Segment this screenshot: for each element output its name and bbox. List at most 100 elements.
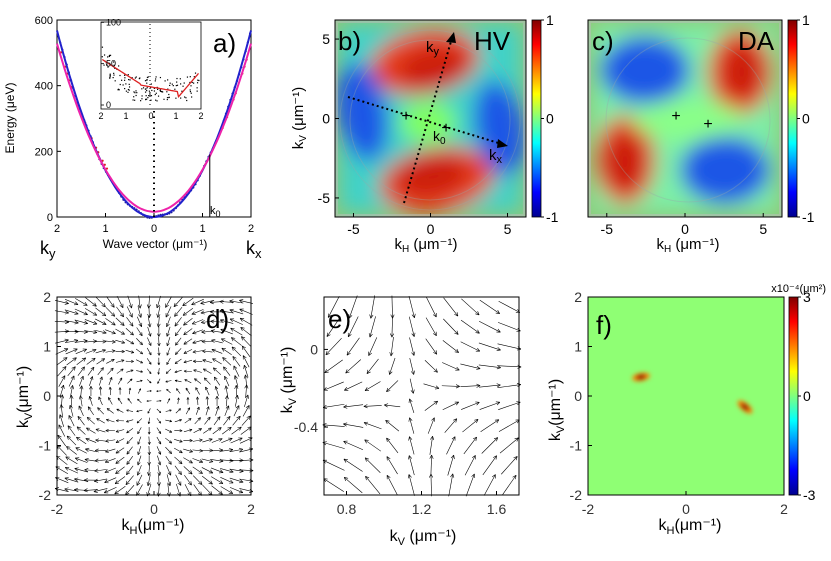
panel-a-inset-point	[127, 92, 128, 93]
panel-a-ylabel: Energy (μeV)	[3, 83, 17, 154]
panel-a-xtick-label: 2	[54, 223, 60, 235]
panel-a-inset-point	[151, 90, 152, 91]
panel-a-inset: 2 1 0 1 2050100	[98, 17, 203, 121]
panel-b-cbar-tick-label: 1	[546, 12, 554, 28]
panel-a-inset-point	[176, 85, 177, 86]
panel-a-inset-point	[147, 87, 148, 88]
panel-a-inset-point	[109, 56, 110, 57]
panel-d-ytick-label: 2	[43, 289, 51, 305]
panel-a-xlabel: Wave vector (μm⁻¹)	[103, 237, 208, 251]
panel-a-inset-point	[167, 79, 168, 80]
panel-f-xlabel: kH(μm⁻¹)	[659, 517, 722, 537]
panel-a-inset-point	[141, 88, 142, 89]
panel-a-inset-point	[124, 75, 125, 76]
panel-a-inset-point	[169, 97, 170, 98]
panel-b-xtick-label: -5	[347, 221, 360, 237]
panel-f: -2 0 2210-1-2 30-3 x10⁻⁴(μm²) f) kH(μm⁻¹) …	[547, 283, 826, 537]
panel-a-inset-point	[113, 75, 114, 76]
panel-a-inset-point	[190, 85, 191, 86]
panel-a-inset-point	[173, 85, 174, 86]
panel-f-ytick-label: 2	[574, 289, 582, 305]
panel-b-ylabel: kV (μm⁻¹)	[290, 87, 309, 149]
panel-b-ytick-label: 5	[322, 31, 330, 47]
panel-a-inset-point	[182, 86, 183, 87]
panel-a-inset-point	[117, 89, 118, 90]
panel-a-inset-point	[149, 91, 150, 92]
panel-e-ytick-label: -0.4	[294, 419, 318, 435]
panel-a-inset-point	[115, 80, 116, 81]
panel-a-inset-xtick-label: 1	[173, 111, 178, 121]
panel-a-inset-point	[155, 100, 156, 101]
panel-c-plus-1: +	[671, 108, 680, 125]
panel-a-inset-point	[160, 89, 161, 90]
panel-f-xtick-label: -2	[582, 501, 595, 517]
panel-f-cbar-tick-label: -3	[803, 487, 816, 503]
panel-b-title: HV	[474, 26, 511, 56]
panel-a-inset-point	[124, 80, 125, 81]
panel-a-inset-point	[121, 80, 122, 81]
panel-a-inset-point	[145, 99, 146, 100]
panel-a-inset-point	[141, 98, 142, 99]
panel-a-inset-point	[145, 89, 146, 90]
panel-a-inset-point	[136, 92, 137, 93]
panel-a-inset-ytick-label: 100	[106, 17, 121, 27]
panel-a-inset-point	[146, 90, 147, 91]
panel-a-label: a)	[213, 28, 236, 58]
panel-a-inset-point	[109, 77, 110, 78]
panel-c-cbar-tick-label: 0	[802, 111, 810, 127]
panel-a-inset-point	[169, 85, 170, 86]
panel-a-inset-xtick-label: 2	[198, 111, 203, 121]
panel-a-ytick-label: 200	[35, 146, 53, 158]
panel-a-inset-point	[133, 96, 134, 97]
panel-c-xtick-label: -5	[601, 221, 614, 237]
panel-b-xtick-label: 0	[427, 221, 435, 237]
panel-a-ytick-label: 0	[47, 212, 53, 224]
panel-a-inset-point	[197, 91, 198, 92]
panel-a-inset-point	[170, 83, 171, 84]
panel-a-inset-point	[185, 97, 186, 98]
panel-a-inset-point	[113, 73, 114, 74]
panel-a-inset-point	[180, 78, 181, 79]
panel-a-inset-point	[120, 84, 121, 85]
panel-f-ytick-label: -1	[570, 438, 583, 454]
panel-f-ytick-label: 0	[574, 388, 582, 404]
panel-a-inset-point	[150, 100, 151, 101]
panel-a-inset-point	[190, 89, 191, 90]
panel-f-ytick-label: 1	[574, 339, 582, 355]
panel-a-inset-point	[176, 81, 177, 82]
panel-f-heatmap	[588, 297, 784, 495]
panel-a-inset-point	[161, 91, 162, 92]
panel-f-colorbar-ticks: 30-3	[798, 289, 816, 503]
panel-a-inset-point	[191, 93, 192, 94]
panel-a-inset-point	[166, 91, 167, 92]
panel-a-inset-point	[149, 93, 150, 94]
panel-a-inset-point	[158, 96, 159, 97]
panel-a-inset-point	[146, 95, 147, 96]
panel-a-inset-point	[191, 96, 192, 97]
panel-a-inset-point	[165, 80, 166, 81]
panel-d-xtick-label: 2	[247, 501, 255, 517]
panel-a-inset-point	[126, 91, 127, 92]
panel-a-ytick-label: 400	[35, 81, 53, 93]
panel-a-inset-point	[190, 91, 191, 92]
panel-a-inset-point	[195, 73, 196, 74]
panel-d-xtick-label: -2	[51, 501, 64, 517]
figure: 2 1 0 1 20200400600 k0 2 1 0 1 2050100 a) Energy…	[0, 0, 831, 561]
panel-a-inset-point	[147, 97, 148, 98]
panel-a-inset-point	[124, 77, 125, 78]
panel-a-inset-point	[156, 100, 157, 101]
panel-a-inset-point	[172, 84, 173, 85]
panel-e-label: e)	[328, 304, 351, 334]
panel-a-inset-point	[134, 92, 135, 93]
panel-b-xlabel: kH (μm⁻¹)	[395, 236, 458, 255]
panel-a-inset-point	[124, 88, 125, 89]
panel-a-k0-label: k0	[210, 205, 221, 219]
panel-a-inset-point	[168, 94, 169, 95]
panel-a-inset-point	[160, 77, 161, 78]
panel-e: 0.8 1.2 1.60-0.4 e) kV (μm⁻¹) kV (μm⁻¹)	[279, 295, 521, 548]
panel-a-inset-point	[129, 84, 130, 85]
panel-a-xtick-label: 1	[102, 223, 108, 235]
panel-d-xlabel: kH(μm⁻¹)	[122, 517, 185, 537]
panel-a-inset-point	[155, 94, 156, 95]
panel-a-inset-point	[146, 79, 147, 80]
